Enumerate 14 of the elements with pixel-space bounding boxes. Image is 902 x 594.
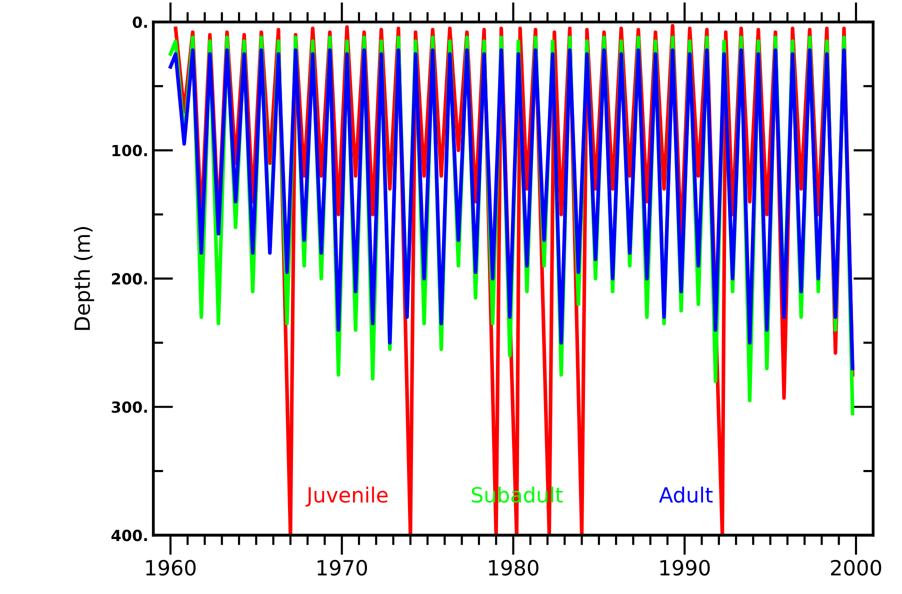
- y-axis-title: Depth (m): [74, 227, 94, 330]
- y-tick-label: 0.: [132, 16, 147, 28]
- x-tick-label: 1970: [318, 560, 367, 576]
- x-tick-label: 1980: [489, 560, 538, 576]
- x-tick-label: 1960: [146, 560, 196, 576]
- line-series: [168, 48, 854, 370]
- y-tick-label: 200.: [112, 273, 147, 285]
- series-label: Juvenile: [306, 486, 388, 507]
- text: Adult: [659, 486, 713, 503]
- x-tick-label: 2000: [831, 560, 882, 576]
- y-tick-label: 400.: [111, 530, 147, 542]
- y-tick-label: 300.: [112, 401, 147, 413]
- y-tick-label: 100.: [112, 144, 147, 156]
- x-tick-label: 1990: [660, 560, 710, 576]
